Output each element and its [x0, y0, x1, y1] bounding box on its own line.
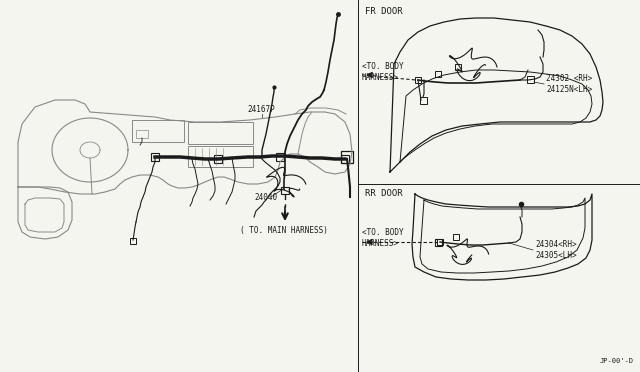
Text: FR DOOR: FR DOOR [365, 7, 403, 16]
Bar [341, 155, 349, 163]
Bar [188, 146, 253, 167]
Bar [188, 122, 253, 144]
Bar [130, 238, 136, 244]
Text: 24167P: 24167P [247, 105, 275, 114]
Text: JP-00'-D: JP-00'-D [600, 358, 634, 364]
Bar [281, 187, 289, 194]
Text: 24304<RH>
24305<LH>: 24304<RH> 24305<LH> [535, 240, 577, 260]
Bar [455, 64, 461, 70]
Bar [214, 155, 222, 163]
Text: ( TO. MAIN HARNESS): ( TO. MAIN HARNESS) [240, 225, 328, 234]
Bar [132, 120, 184, 142]
Text: 24302 <RH>
24125N<LH>: 24302 <RH> 24125N<LH> [546, 74, 592, 94]
Text: <TO. BODY
HARNESS>: <TO. BODY HARNESS> [362, 62, 404, 82]
Bar [420, 97, 427, 104]
Bar [435, 239, 442, 246]
Text: RR DOOR: RR DOOR [365, 189, 403, 198]
Bar [136, 130, 148, 138]
Text: <TO. BODY
HARNESS>: <TO. BODY HARNESS> [362, 228, 404, 248]
Bar [437, 239, 443, 245]
Bar [453, 234, 459, 240]
Bar [415, 77, 421, 83]
Bar [276, 153, 284, 161]
Bar [151, 153, 159, 161]
Bar [341, 151, 353, 163]
Text: 24040: 24040 [254, 192, 277, 202]
Bar [527, 76, 534, 83]
Bar [435, 71, 441, 77]
